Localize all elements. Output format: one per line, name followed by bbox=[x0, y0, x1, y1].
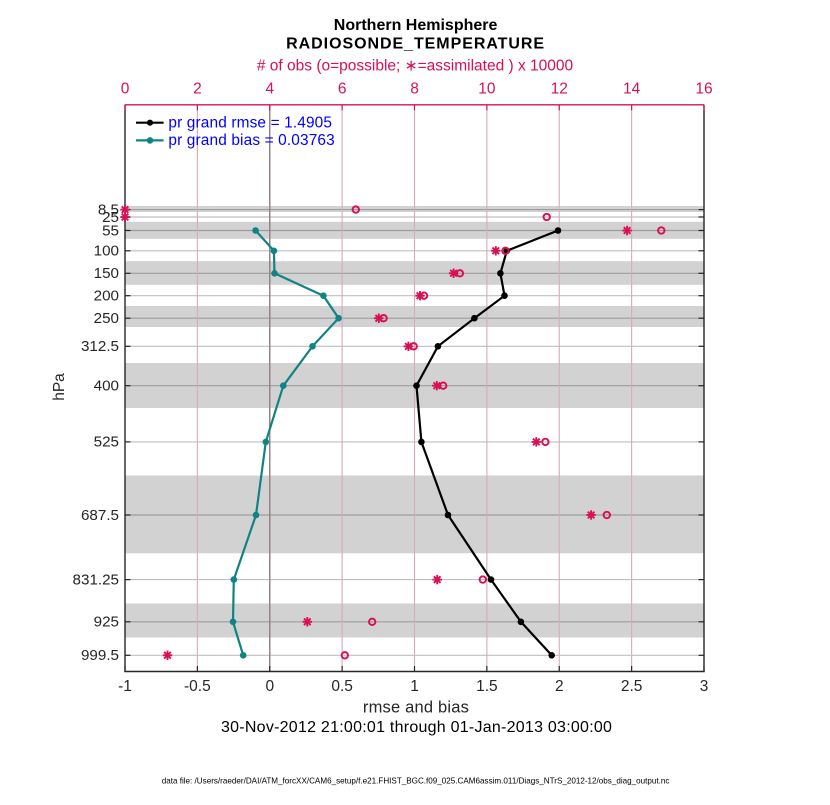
svg-text:2: 2 bbox=[193, 81, 202, 98]
svg-text:-0.5: -0.5 bbox=[184, 678, 211, 695]
svg-text:100: 100 bbox=[94, 243, 119, 260]
svg-text:Northern Hemisphere: Northern Hemisphere bbox=[334, 17, 498, 34]
svg-text:pr grand rmse = 1.4905: pr grand rmse = 1.4905 bbox=[168, 115, 332, 132]
svg-text:pr grand bias = 0.03763: pr grand bias = 0.03763 bbox=[168, 132, 334, 149]
svg-text:6: 6 bbox=[338, 81, 347, 98]
svg-text:200: 200 bbox=[94, 288, 119, 305]
svg-text:400: 400 bbox=[94, 377, 119, 394]
svg-text:-1: -1 bbox=[118, 678, 132, 695]
svg-text:150: 150 bbox=[94, 265, 119, 282]
svg-text:16: 16 bbox=[695, 81, 712, 98]
svg-text:3: 3 bbox=[700, 678, 709, 695]
svg-text:RADIOSONDE_TEMPERATURE: RADIOSONDE_TEMPERATURE bbox=[286, 36, 545, 53]
svg-text:55: 55 bbox=[102, 222, 119, 239]
svg-text:831.25: 831.25 bbox=[73, 571, 119, 588]
svg-text:1: 1 bbox=[410, 678, 419, 695]
svg-text:525: 525 bbox=[94, 434, 119, 451]
svg-text:10: 10 bbox=[478, 81, 496, 98]
svg-text:8.5: 8.5 bbox=[98, 201, 119, 218]
svg-text:999.5: 999.5 bbox=[81, 647, 119, 664]
svg-text:30-Nov-2012 21:00:01 through 0: 30-Nov-2012 21:00:01 through 01-Jan-2013… bbox=[221, 719, 612, 736]
svg-text:0: 0 bbox=[121, 81, 130, 98]
svg-text:2: 2 bbox=[555, 678, 564, 695]
svg-text:hPa: hPa bbox=[51, 373, 68, 401]
svg-text:# of obs (o=possible; ∗=assimi: # of obs (o=possible; ∗=assimilated ) x … bbox=[257, 58, 574, 75]
svg-text:687.5: 687.5 bbox=[81, 507, 119, 524]
svg-text:12: 12 bbox=[551, 81, 568, 98]
svg-text:312.5: 312.5 bbox=[81, 338, 119, 355]
svg-text:250: 250 bbox=[94, 310, 119, 327]
svg-text:1.5: 1.5 bbox=[476, 678, 498, 695]
svg-text:rmse and bias: rmse and bias bbox=[363, 699, 469, 717]
svg-text:0.5: 0.5 bbox=[331, 678, 353, 695]
svg-text:14: 14 bbox=[623, 81, 641, 98]
svg-text:2.5: 2.5 bbox=[621, 678, 643, 695]
svg-text:data file: /Users/raeder/DAI/A: data file: /Users/raeder/DAI/ATM_forcXX/… bbox=[162, 777, 670, 786]
svg-text:25: 25 bbox=[102, 209, 119, 226]
svg-text:925: 925 bbox=[94, 614, 119, 631]
svg-text:0: 0 bbox=[265, 678, 274, 695]
svg-text:8: 8 bbox=[410, 81, 419, 98]
svg-text:4: 4 bbox=[265, 81, 274, 98]
